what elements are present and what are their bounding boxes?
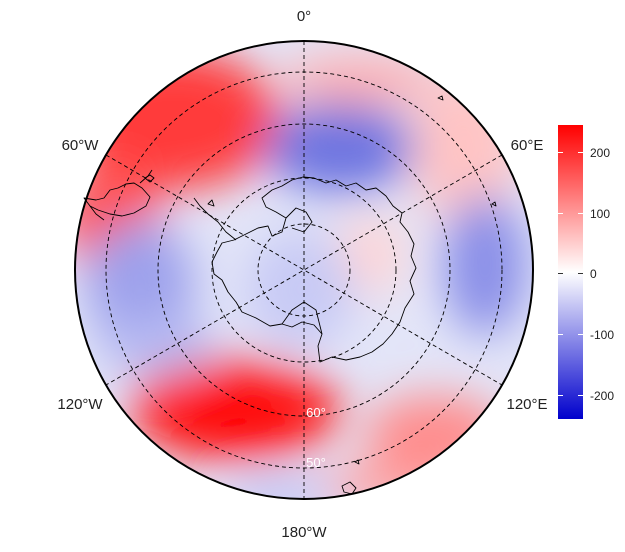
falkland-islands (144, 174, 155, 183)
colorbar-tick-neg200: -200 (590, 389, 614, 403)
ronne-filchner-shelf (285, 207, 313, 233)
negative-anomaly-pacific-sector (95, 315, 215, 375)
map-boundary (74, 40, 534, 500)
positive-anomaly-southeast (365, 395, 505, 475)
longitude-label-120e: 120°E (506, 396, 547, 413)
latitude-circle-60 (157, 123, 451, 417)
negative-anomaly-interior (245, 230, 355, 350)
island-kerguelen (491, 201, 497, 207)
antarctic-peninsula (193, 197, 237, 241)
latitude-circle-70 (211, 177, 397, 363)
island-east (437, 95, 444, 101)
meridian-60w-120e (105, 154, 503, 386)
positive-anomaly-core (172, 388, 292, 448)
negative-anomaly-south-tail (225, 480, 335, 499)
colorbar-gradient (558, 125, 583, 419)
ross-ice-shelf (281, 301, 323, 335)
negative-anomaly-weddell (265, 103, 415, 193)
antarctica-coastline (211, 176, 417, 363)
longitude-label-120w: 120°W (57, 396, 103, 413)
longitude-label-180w: 180°W (281, 524, 327, 541)
longitude-label-0: 0° (297, 8, 311, 25)
colorbar-tick-0: 0 (590, 267, 597, 281)
colorbar: 200 100 0 -100 -200 (558, 125, 614, 419)
new-zealand-fragment (341, 481, 357, 495)
meridian-60e-120w (105, 154, 503, 386)
latitude-label-50: 50° (306, 455, 326, 470)
positive-anomaly-south-edge (320, 465, 460, 499)
longitude-label-60e: 60°E (511, 137, 544, 154)
south-georgia (207, 199, 215, 207)
latitude-label-60: 60° (306, 405, 326, 420)
anomaly-field (75, 41, 533, 499)
colorbar-tick-200: 200 (590, 146, 610, 160)
colorbar-tick-100: 100 (590, 207, 610, 221)
longitude-label-60w: 60°W (62, 137, 100, 154)
colorbar-tick-neg100: -100 (590, 328, 614, 342)
south-america-tip (83, 182, 151, 217)
island-macquarie (354, 459, 360, 465)
negative-anomaly-indian-east (443, 195, 527, 335)
coastlines (83, 95, 497, 495)
graticule (105, 41, 503, 499)
